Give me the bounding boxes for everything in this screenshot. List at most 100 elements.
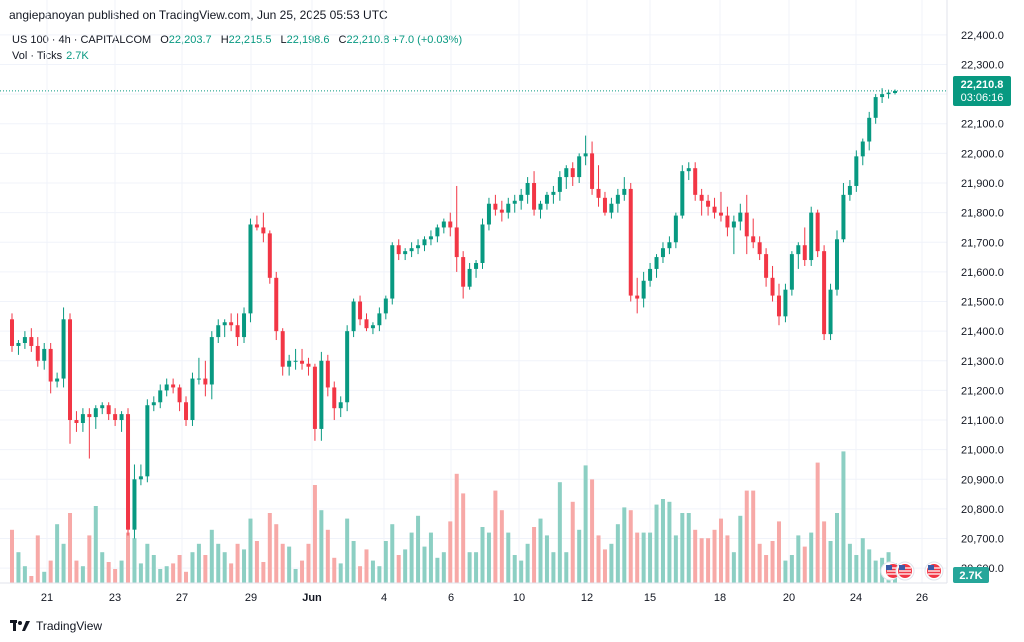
volume-bar [80,566,85,583]
volume-bar [667,501,672,583]
time-tick-label: Jun [302,592,322,604]
volume-bar [287,546,292,583]
candle-body [100,405,105,409]
volume-bar [854,555,859,583]
candle-body [332,387,337,409]
candle-body [628,188,633,296]
candle-body [654,257,659,269]
volume-bar [596,535,601,583]
time-tick-label: 29 [245,592,257,604]
volume-bar [590,479,595,583]
candle-body [171,384,176,388]
us-flag-icon[interactable] [895,561,915,581]
time-tick-label: 18 [714,592,726,604]
change-value: +7.0 (+0.03%) [392,34,463,46]
candle-body [435,227,440,237]
volume-bar [280,543,285,583]
volume-bar [61,543,66,583]
volume-bar [106,562,111,583]
time-tick-label: 26 [916,592,928,604]
candle-body [16,343,21,346]
publisher-line: angiepanoyan published on TradingView.co… [9,8,388,22]
volume-bar [171,563,176,583]
volume-bar [22,566,27,583]
candle-body [235,325,240,338]
event-icons[interactable] [880,561,944,581]
candle-body [300,360,305,364]
price-tick-label: 21,800.0 [961,208,1004,220]
volume-bar [164,566,169,583]
candle-body [738,212,743,222]
volume-bar [744,490,749,583]
price-chart[interactable]: 22,400.022,300.022,200.022,100.022,000.0… [0,0,1024,610]
volume-bar [55,524,60,583]
volume-bar [435,557,440,583]
volume-bar [261,562,266,583]
volume-bar [10,529,14,583]
volume-bar [216,543,221,583]
time-axis: 21 23 27 29 Jun 4 6 10 12 15 18 20 24 26 [41,592,928,604]
volume-bar [628,510,633,583]
volume-bar [757,543,762,583]
candle-body [74,420,79,423]
volume-bar [699,538,704,583]
candle-body [106,405,111,415]
price-tick-label: 20,700.0 [961,534,1004,546]
volume-bar [132,538,137,583]
volume-bar [796,535,801,583]
volume-bar [648,532,653,583]
candle-body [744,212,749,237]
volume-bar [42,571,47,583]
candle-body [841,194,846,240]
volume-bar [499,510,504,583]
volume-bar [512,555,517,583]
volume-bar [325,529,330,583]
time-tick-label: 23 [109,592,121,604]
candle-body [873,97,878,118]
candle-body [590,153,595,189]
time-tick-label: 4 [381,592,387,604]
candle-body [622,188,627,195]
candle-body [351,301,356,332]
candle-body [532,183,537,210]
candle-body [680,171,685,216]
time-tick-label: 10 [513,592,525,604]
time-tick-label: 6 [448,592,454,604]
candle-body [686,168,691,172]
candle-body [87,414,92,418]
candle-body [306,363,311,367]
volume-legend[interactable]: Vol · Ticks 2.7K [12,50,89,62]
candle-body [209,337,214,385]
candle-body [93,408,98,418]
price-tick-label: 21,900.0 [961,178,1004,190]
volume-bar [686,513,691,583]
candle-body [564,168,569,178]
candle-body [409,248,414,252]
volume-label: Vol · Ticks [12,50,63,62]
volume-bar [138,563,143,583]
volume-bar [248,518,253,583]
candle-body [886,92,891,95]
candle-body [461,257,466,287]
footer-brand[interactable]: TradingView [10,619,102,633]
candle-body [312,366,317,429]
price-tick-label: 22,400.0 [961,30,1004,42]
close-value: 22,210.8 [346,34,390,46]
volume-bar [222,552,227,583]
high-label: H [220,34,229,46]
candle-body [319,360,324,429]
candle-body [854,156,859,186]
candle-body [706,200,711,207]
footer-brand-text: TradingView [36,619,103,633]
candle-body [364,319,369,329]
volume-bar [480,527,485,583]
volume-bar [557,482,562,583]
volume-bar [802,546,807,583]
price-tick-label: 21,500.0 [961,297,1004,309]
candle-body [61,319,66,379]
candle-body [635,295,640,299]
candle-body [802,245,807,261]
volume-bar [100,552,105,583]
us-flag-icon[interactable] [924,561,944,581]
volume-bar [396,555,401,583]
